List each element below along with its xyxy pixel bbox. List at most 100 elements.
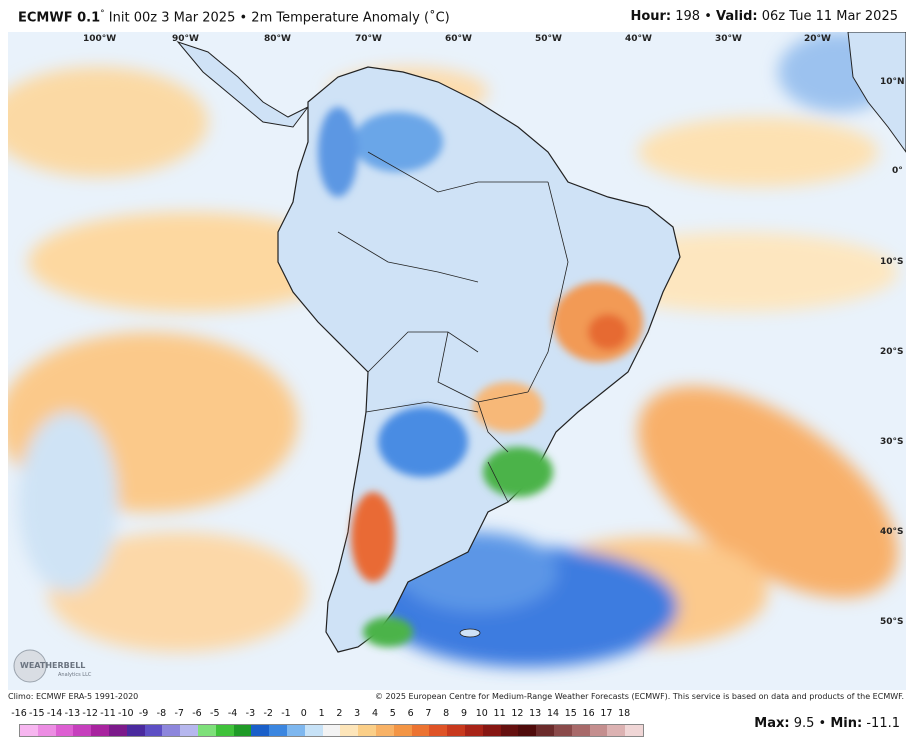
scale-swatch xyxy=(108,725,127,736)
scale-swatch xyxy=(571,725,590,736)
logo-subtext: Analytics LLC xyxy=(58,672,92,678)
scale-swatch xyxy=(607,725,626,736)
lon-label: 20°W xyxy=(804,34,831,44)
scale-label: 13 xyxy=(529,708,542,719)
min-label: Min: xyxy=(830,716,863,731)
scale-label: 5 xyxy=(389,708,396,719)
logo-text: WEATHERBELL xyxy=(20,661,85,670)
scale-swatch xyxy=(322,725,341,736)
model-name: ECMWF 0.1 xyxy=(18,10,101,26)
scale-label: -10 xyxy=(118,708,134,719)
min-value: -11.1 xyxy=(866,716,900,731)
land-anomalies xyxy=(318,107,643,647)
scale-swatch xyxy=(340,725,359,736)
scale-label: -5 xyxy=(210,708,220,719)
map-canvas: 100°W 90°W 80°W 70°W 60°W 50°W 40°W 30°W… xyxy=(8,32,906,690)
lat-label: 0° xyxy=(892,166,903,176)
scale-swatch xyxy=(500,725,519,736)
title-bullet: • xyxy=(239,10,248,26)
maxmin-bullet: • xyxy=(818,716,827,731)
lon-label: 30°W xyxy=(715,34,742,44)
time-bullet: • xyxy=(704,9,712,24)
scale-label: -3 xyxy=(245,708,256,719)
scale-swatch xyxy=(55,725,74,736)
scale-label: 2 xyxy=(336,708,343,719)
scale-swatch xyxy=(625,725,643,736)
scale-swatch xyxy=(73,725,92,736)
scale-swatch xyxy=(536,725,554,736)
init-time: Init 00z 3 Mar 2025 xyxy=(108,10,236,26)
scale-label: 6 xyxy=(407,708,414,719)
scale-swatch xyxy=(286,725,305,736)
scale-label: 7 xyxy=(425,708,432,719)
scale-label: 10 xyxy=(475,708,488,719)
lon-label: 60°W xyxy=(445,34,472,44)
scale-label: 0 xyxy=(300,708,307,719)
lat-label: 30°S xyxy=(880,437,904,447)
scale-label: 9 xyxy=(460,708,468,719)
max-label: Max: xyxy=(754,716,790,731)
scale-swatch xyxy=(197,725,216,736)
scale-swatch xyxy=(358,725,376,736)
valid-value: 06z Tue 11 Mar 2025 xyxy=(761,9,898,24)
scale-label: -11 xyxy=(100,708,116,719)
scale-label: -4 xyxy=(227,708,238,719)
scale-swatch xyxy=(37,725,56,736)
central-america-land xyxy=(176,40,309,128)
scale-label: 12 xyxy=(511,708,524,719)
scale-swatch xyxy=(429,725,448,736)
scale-swatch xyxy=(162,725,181,736)
lon-label: 40°W xyxy=(625,34,652,44)
scale-label: 3 xyxy=(354,708,361,719)
africa-coast xyxy=(847,32,906,153)
hour-label: Hour: xyxy=(630,9,672,24)
scale-label: -8 xyxy=(156,708,167,719)
scale-label: 8 xyxy=(443,708,450,719)
degree-mark: ° xyxy=(100,9,105,19)
scale-bar xyxy=(19,724,644,737)
lon-label: 90°W xyxy=(172,34,199,44)
scale-label: 16 xyxy=(582,708,595,719)
scale-label: -12 xyxy=(82,708,98,719)
lat-label: 50°S xyxy=(880,617,904,627)
lat-label: 20°S xyxy=(880,347,904,357)
scale-label: 1 xyxy=(318,708,325,719)
scale-swatch xyxy=(180,725,198,736)
scale-swatch xyxy=(144,725,163,736)
scale-swatch xyxy=(251,725,270,736)
valid-label: Valid: xyxy=(716,9,758,24)
max-min-readout: Max: 9.5 • Min: -11.1 xyxy=(754,716,900,731)
anomaly-map: 100°W 90°W 80°W 70°W 60°W 50°W 40°W 30°W… xyxy=(8,32,906,690)
scale-swatch xyxy=(233,725,252,736)
scale-label: -14 xyxy=(46,708,63,719)
scale-swatch xyxy=(20,725,38,736)
max-value: 9.5 xyxy=(793,716,815,731)
scale-swatch xyxy=(126,725,145,736)
scale-swatch xyxy=(589,725,608,736)
scale-label: 14 xyxy=(546,708,560,719)
hour-value: 198 xyxy=(675,9,701,24)
latitude-labels: 10°N 0° 10°S 20°S 30°S 40°S 50°S xyxy=(880,77,905,627)
scale-label: -2 xyxy=(263,708,273,719)
falkland-islands xyxy=(459,628,481,638)
scale-label: -16 xyxy=(11,708,27,719)
climo-credit: Climo: ECMWF ERA-5 1991-2020 xyxy=(8,692,139,701)
forecast-time: Hour: 198 • Valid: 06z Tue 11 Mar 2025 xyxy=(630,9,898,24)
scale-label: 17 xyxy=(600,708,613,719)
field-name: 2m Temperature Anomaly (˚C) xyxy=(251,10,450,26)
scale-swatch xyxy=(553,725,572,736)
lon-label: 100°W xyxy=(83,34,116,44)
scale-label: 11 xyxy=(493,708,506,719)
scale-label: 15 xyxy=(564,708,577,719)
copyright-credit: © 2025 European Centre for Medium-Range … xyxy=(375,692,904,701)
scale-label: -9 xyxy=(138,708,149,719)
scale-swatch xyxy=(393,725,412,736)
scale-swatch xyxy=(91,725,109,736)
color-scale: -16 -15 -14 -13 -12 -11 -10 -9 -8 -7 -6 -5 -4 -3 -2 -1 0… xyxy=(11,708,659,738)
scale-label: 18 xyxy=(618,708,631,719)
lat-label: 10°N xyxy=(880,77,905,87)
scale-swatch xyxy=(269,725,287,736)
scale-swatch xyxy=(447,725,465,736)
scale-swatch xyxy=(304,725,323,736)
lat-label: 40°S xyxy=(880,527,904,537)
